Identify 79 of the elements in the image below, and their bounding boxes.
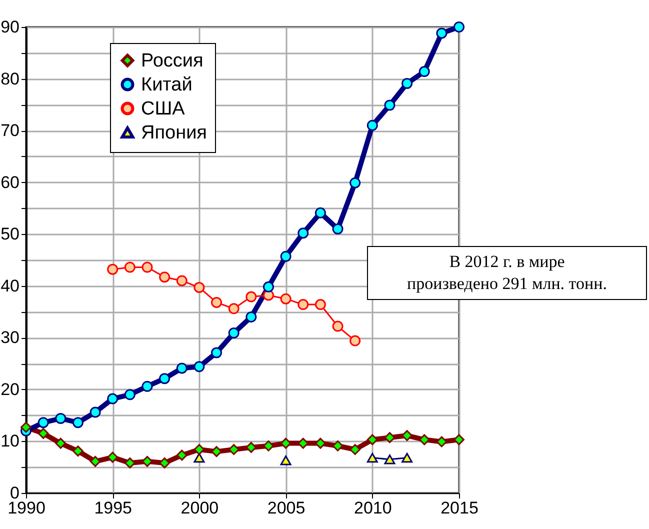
point bbox=[246, 291, 257, 302]
y-tick-label: 20 bbox=[0, 380, 20, 399]
point bbox=[280, 456, 292, 466]
y-tick-label: 60 bbox=[0, 172, 20, 192]
point bbox=[280, 250, 292, 262]
x-tick-label: 1995 bbox=[94, 498, 132, 518]
point bbox=[142, 380, 153, 392]
point bbox=[90, 406, 101, 418]
point bbox=[194, 361, 205, 372]
point bbox=[436, 28, 448, 39]
y-tick-label: 70 bbox=[0, 121, 20, 140]
point bbox=[176, 275, 188, 286]
point bbox=[124, 457, 136, 468]
y-tick-label: 40 bbox=[0, 276, 20, 296]
point bbox=[350, 177, 361, 188]
point bbox=[436, 436, 448, 448]
x-tick-label: 2000 bbox=[180, 498, 219, 518]
point bbox=[90, 456, 101, 467]
point bbox=[418, 66, 430, 78]
point bbox=[107, 264, 118, 275]
point bbox=[124, 262, 136, 273]
y-tick-label: 10 bbox=[0, 432, 20, 451]
point bbox=[366, 434, 378, 446]
point bbox=[418, 434, 430, 446]
callout-box: В 2012 г. в мире произведено 291 млн. тонн. bbox=[367, 246, 647, 300]
point bbox=[298, 228, 309, 239]
point bbox=[228, 303, 240, 314]
point bbox=[194, 282, 205, 293]
point bbox=[298, 299, 309, 310]
x-tick-label: 2010 bbox=[354, 498, 392, 518]
point bbox=[402, 78, 413, 89]
point bbox=[454, 434, 464, 446]
legend-label: Япония bbox=[141, 122, 207, 144]
point bbox=[350, 335, 361, 346]
point bbox=[314, 299, 326, 310]
point bbox=[332, 440, 344, 452]
point bbox=[38, 428, 49, 439]
x-tick-label: 2015 bbox=[440, 498, 478, 518]
legend-label: Россия bbox=[141, 50, 204, 72]
point bbox=[211, 296, 222, 308]
point bbox=[20, 422, 32, 433]
point bbox=[124, 389, 136, 400]
point bbox=[38, 417, 49, 428]
point bbox=[159, 272, 170, 283]
point bbox=[159, 457, 170, 468]
point bbox=[350, 444, 361, 455]
point bbox=[262, 281, 274, 292]
point bbox=[402, 430, 413, 442]
point bbox=[280, 293, 292, 304]
point bbox=[142, 262, 153, 273]
point bbox=[402, 452, 413, 463]
point bbox=[384, 454, 396, 464]
point bbox=[194, 452, 205, 463]
point bbox=[55, 438, 66, 449]
y-tick-label: 30 bbox=[0, 328, 20, 348]
point bbox=[366, 452, 378, 463]
point bbox=[314, 207, 326, 218]
point bbox=[366, 120, 378, 131]
point bbox=[159, 373, 170, 384]
point bbox=[332, 320, 344, 332]
legend-label: США bbox=[141, 98, 186, 120]
point bbox=[72, 446, 84, 457]
point bbox=[176, 450, 188, 461]
y-tick-label: 50 bbox=[0, 224, 20, 244]
point bbox=[107, 452, 118, 463]
point bbox=[176, 362, 188, 374]
y-tick-label: 80 bbox=[0, 69, 20, 88]
point bbox=[384, 100, 396, 111]
legend-label: Китай bbox=[141, 74, 192, 96]
point bbox=[107, 393, 118, 404]
point bbox=[228, 328, 240, 338]
point bbox=[72, 417, 84, 428]
point bbox=[55, 412, 66, 424]
point bbox=[246, 311, 257, 322]
point bbox=[332, 223, 344, 234]
point bbox=[454, 22, 464, 32]
point bbox=[211, 347, 222, 358]
x-tick-label: 2005 bbox=[267, 498, 306, 518]
y-tick-label: 90 bbox=[0, 18, 20, 36]
